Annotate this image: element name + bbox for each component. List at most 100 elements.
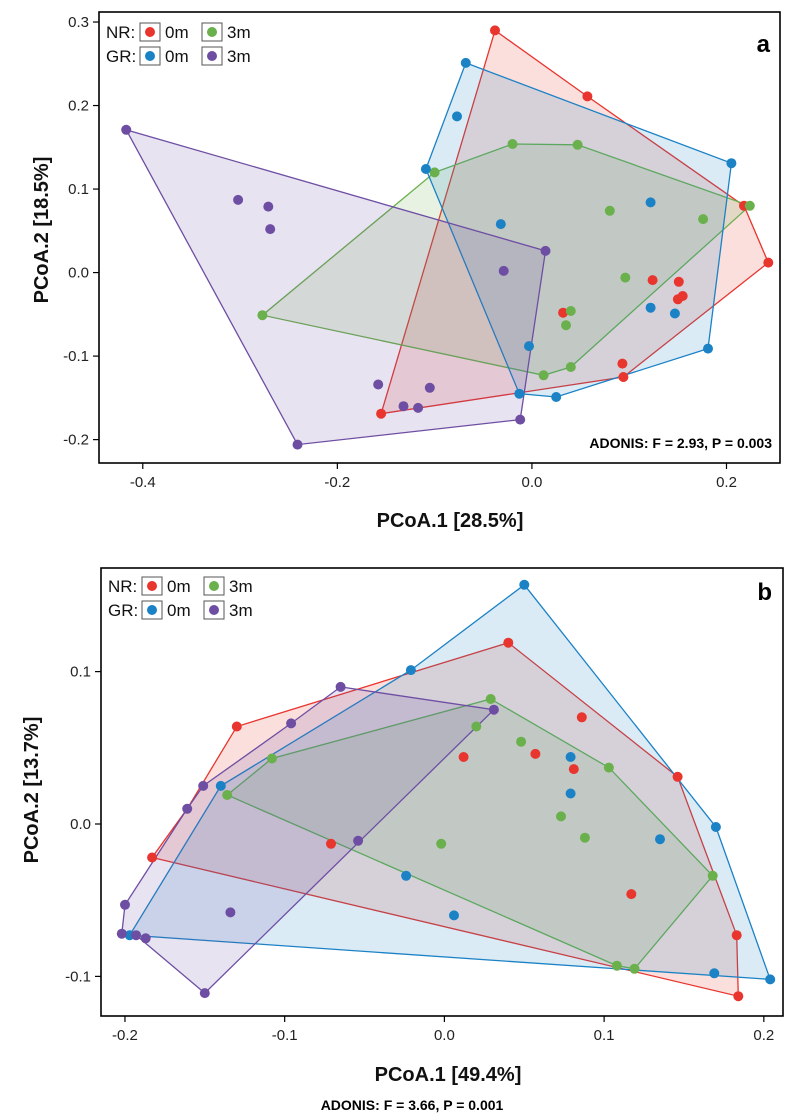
point-gr-3m — [292, 439, 303, 450]
point-gr-0m — [645, 302, 656, 313]
point-gr-0m — [703, 343, 713, 354]
point-nr-0m — [672, 294, 683, 305]
point-gr-0m — [655, 834, 665, 845]
point-gr-0m — [420, 164, 431, 174]
y-tick-label: 0.2 — [68, 98, 89, 115]
point-gr-0m — [514, 388, 525, 399]
point-nr-0m — [731, 930, 742, 941]
point-nr-3m — [507, 139, 518, 149]
x-tick-label: -0.4 — [130, 474, 156, 491]
x-tick-label: 0.2 — [716, 474, 737, 491]
point-nr-3m — [436, 838, 447, 849]
legend-entry-label: 3m — [229, 601, 253, 620]
x-tick-label: 0.1 — [594, 1027, 615, 1044]
point-nr-0m — [763, 257, 774, 268]
y-tick-label: -0.1 — [63, 348, 89, 365]
point-gr-3m — [225, 907, 236, 918]
point-nr-3m — [611, 960, 622, 971]
y-tick-label: 0.0 — [68, 265, 89, 282]
point-nr-3m — [565, 362, 576, 372]
point-gr-3m — [131, 930, 142, 941]
legend-group-label: NR: — [108, 577, 137, 596]
legend-marker — [207, 27, 217, 37]
y-axis-label: PCoA.2 [13.7%] — [21, 717, 43, 864]
panel-label: a — [757, 31, 771, 58]
point-nr-0m — [147, 852, 158, 863]
point-gr-3m — [398, 401, 409, 412]
legend-entry-label: 3m — [227, 23, 251, 42]
point-nr-0m — [673, 276, 684, 287]
point-gr-0m — [519, 579, 530, 590]
point-nr-3m — [556, 811, 566, 822]
point-nr-3m — [471, 721, 482, 732]
point-gr-3m — [182, 803, 193, 814]
point-nr-0m — [672, 771, 683, 782]
point-nr-0m — [376, 408, 387, 419]
point-nr-3m — [266, 753, 277, 764]
point-gr-3m — [373, 379, 384, 390]
y-tick-label: 0.0 — [70, 816, 91, 833]
y-tick-label: 0.3 — [68, 14, 89, 31]
legend-entry-label: 0m — [165, 23, 189, 42]
point-gr-0m — [765, 974, 776, 985]
point-nr-0m — [326, 838, 336, 849]
legend-entry-label: 3m — [229, 577, 253, 596]
point-nr-0m — [618, 372, 629, 382]
x-tick-label: -0.1 — [272, 1027, 298, 1044]
point-gr-0m — [709, 968, 720, 979]
legend-group-label: GR: — [108, 601, 138, 620]
point-nr-3m — [603, 762, 614, 773]
adonis-annotation: ADONIS: F = 2.93, P = 0.003 — [589, 435, 772, 451]
point-gr-0m — [524, 341, 534, 352]
point-nr-3m — [516, 736, 527, 747]
point-nr-0m — [647, 275, 658, 286]
y-axis-label: PCoA.2 [18.5%] — [31, 157, 53, 304]
point-gr-0m — [565, 752, 576, 762]
point-nr-3m — [707, 870, 718, 881]
x-tick-label: 0.0 — [521, 474, 542, 491]
point-nr-0m — [558, 307, 569, 318]
point-gr-0m — [401, 870, 412, 881]
point-nr-3m — [572, 139, 583, 150]
legend-entry-label: 0m — [165, 47, 189, 66]
point-gr-0m — [460, 57, 471, 68]
point-nr-3m — [579, 832, 590, 843]
legend: NR: 0m 3m GR: 0m 3m — [108, 576, 253, 620]
point-gr-3m — [286, 718, 297, 729]
legend: NR: 0m 3m GR: 0m 3m — [106, 22, 251, 66]
point-gr-3m — [140, 933, 151, 944]
point-nr-3m — [565, 306, 576, 316]
legend-marker — [147, 581, 157, 591]
point-nr-0m — [568, 764, 579, 775]
legend-marker — [207, 51, 217, 61]
point-gr-3m — [116, 928, 127, 939]
point-gr-0m — [449, 910, 459, 921]
point-nr-0m — [582, 91, 593, 102]
x-tick-label: 0.2 — [753, 1027, 774, 1044]
point-gr-3m — [515, 414, 526, 425]
panel-label: b — [757, 579, 772, 606]
point-nr-3m — [222, 790, 233, 800]
x-axis-label: PCoA.1 [49.4%] — [375, 1064, 522, 1086]
hull-nr-3m — [225, 698, 714, 970]
hull-nr-0m — [151, 641, 739, 998]
point-gr-3m — [121, 124, 132, 135]
legend-marker — [147, 605, 157, 615]
x-axis-label: PCoA.1 [28.5%] — [377, 510, 524, 532]
x-tick-label: -0.2 — [112, 1027, 138, 1044]
legend-group-label: NR: — [106, 23, 135, 42]
point-gr-0m — [452, 111, 462, 122]
legend-marker — [145, 51, 155, 61]
point-nr-0m — [503, 637, 514, 648]
point-gr-0m — [669, 308, 680, 319]
point-gr-3m — [198, 780, 209, 791]
point-nr-0m — [490, 25, 500, 36]
point-gr-3m — [424, 382, 435, 393]
point-nr-3m — [620, 272, 631, 283]
point-nr-3m — [629, 963, 640, 974]
legend-marker — [209, 581, 219, 591]
point-nr-0m — [530, 748, 541, 759]
legend-marker — [209, 605, 219, 615]
point-nr-3m — [698, 214, 709, 225]
